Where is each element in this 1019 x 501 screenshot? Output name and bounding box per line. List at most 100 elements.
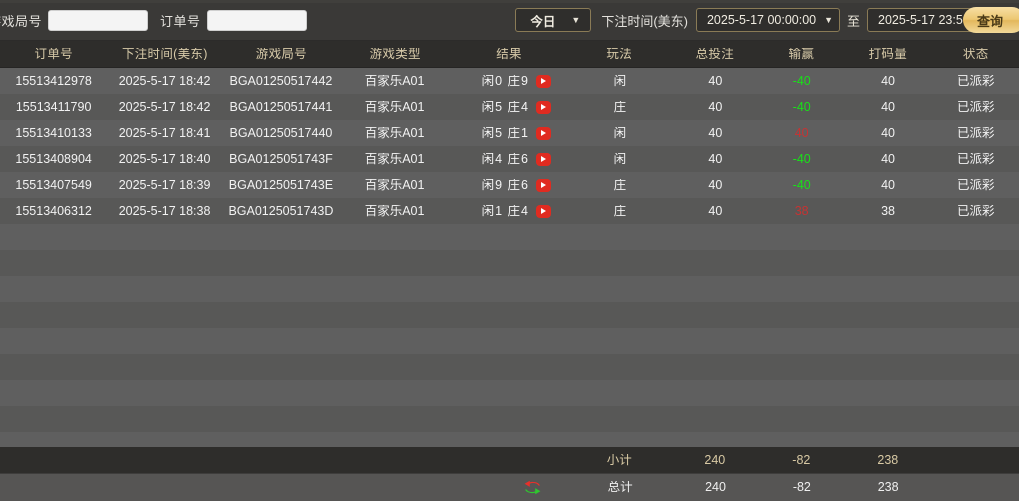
table-row-empty <box>0 302 1019 328</box>
date-from-value: 2025-5-17 00:00:00 <box>706 13 817 27</box>
date-range-preset-value: 今日 <box>530 14 556 29</box>
table-row-empty <box>0 328 1019 354</box>
column-header-order-no[interactable]: 订单号 <box>34 47 73 61</box>
total-chip-volume: 238 <box>877 481 899 494</box>
date-to-value: 2025-5-17 23:59:59 <box>878 13 988 27</box>
play-icon[interactable] <box>535 100 551 114</box>
cell-total-bet: 40 <box>708 178 723 192</box>
play-icon[interactable] <box>535 152 551 166</box>
cell-win-loss: -40 <box>792 74 811 88</box>
game-round-label: 游戏局号 <box>0 13 43 29</box>
cell-status: 已派彩 <box>957 74 995 88</box>
chevron-down-icon: ▼ <box>571 14 581 25</box>
cell-play-type: 闲 <box>613 152 627 166</box>
cell-game-round: BGA0125051743D <box>228 204 334 218</box>
cell-result: 闲5 庄1 <box>449 126 569 140</box>
play-icon[interactable] <box>535 204 551 218</box>
table-row-empty <box>0 354 1019 380</box>
cell-status: 已派彩 <box>957 126 995 140</box>
game-round-input[interactable] <box>48 9 149 31</box>
column-header-status[interactable]: 状态 <box>962 47 989 61</box>
cell-play-type: 闲 <box>613 126 627 140</box>
cell-play-type: 庄 <box>613 204 627 218</box>
result-text: 闲4 庄6 <box>481 152 529 166</box>
column-header-play-type[interactable]: 玩法 <box>606 47 633 61</box>
cell-status: 已派彩 <box>957 178 995 192</box>
cell-bet-time: 2025-5-17 18:39 <box>118 178 211 192</box>
cell-game-type: 百家乐A01 <box>364 100 425 114</box>
column-header-result[interactable]: 结果 <box>496 47 522 61</box>
cell-game-round: BGA0125051743F <box>229 152 333 166</box>
date-from-select[interactable]: 2025-5-17 00:00:00 ▼ <box>695 8 840 32</box>
subtotal-row: 小计 240 -82 238 <box>0 447 1019 473</box>
table-row[interactable]: 15513408904 2025-5-17 18:40 BGA0125051743F… <box>0 146 1019 172</box>
column-header-game-round[interactable]: 游戏局号 <box>255 47 307 61</box>
table-row[interactable]: 15513412978 2025-5-17 18:42 BGA01250517442… <box>0 68 1019 94</box>
column-header-win-loss[interactable]: 输赢 <box>788 47 815 61</box>
date-range-preset-select[interactable]: 今日 ▼ <box>515 8 592 32</box>
cell-game-round: BGA0125051743E <box>228 178 334 192</box>
cell-order-no: 15513406312 <box>15 204 92 218</box>
table-row-empty <box>0 380 1019 406</box>
cell-order-no: 15513412978 <box>15 74 92 88</box>
result-text: 闲9 庄6 <box>481 178 529 192</box>
cell-bet-time: 2025-5-17 18:38 <box>118 204 211 218</box>
table-header-row: 订单号 下注时间(美东) 游戏局号 游戏类型 结果 玩法 总投注 输赢 打码量 状态 <box>0 41 1019 68</box>
cell-win-loss: 40 <box>794 126 809 140</box>
play-icon[interactable] <box>535 126 551 140</box>
cell-result: 闲5 庄4 <box>449 100 569 114</box>
table-row[interactable]: 15513411790 2025-5-17 18:42 BGA01250517441… <box>0 94 1019 120</box>
cell-total-bet: 40 <box>708 152 723 166</box>
cell-win-loss: 38 <box>794 204 809 218</box>
cell-result: 闲9 庄6 <box>449 178 569 192</box>
records-table: 订单号 下注时间(美东) 游戏局号 游戏类型 结果 玩法 总投注 输赢 打码量 状态 155134… <box>0 41 1019 501</box>
cell-game-type: 百家乐A01 <box>364 178 425 192</box>
cell-bet-time: 2025-5-17 18:42 <box>118 100 211 114</box>
chevron-down-icon: ▼ <box>824 14 833 25</box>
cell-chip-volume: 40 <box>881 152 896 166</box>
play-icon[interactable] <box>535 178 551 192</box>
play-icon[interactable] <box>535 74 551 88</box>
table-row[interactable]: 15513406312 2025-5-17 18:38 BGA0125051743D… <box>0 198 1019 224</box>
cell-play-type: 庄 <box>613 100 627 114</box>
column-header-total-bet[interactable]: 总投注 <box>695 47 735 61</box>
cell-total-bet: 40 <box>708 100 723 114</box>
cell-bet-time: 2025-5-17 18:40 <box>118 152 211 166</box>
cell-win-loss: -40 <box>792 152 811 166</box>
cell-total-bet: 40 <box>708 126 723 140</box>
cell-play-type: 闲 <box>613 74 627 88</box>
cell-game-type: 百家乐A01 <box>364 74 425 88</box>
subtotal-chip-volume: 238 <box>877 453 899 467</box>
table-body: 15513412978 2025-5-17 18:42 BGA01250517442… <box>0 68 1019 447</box>
table-row[interactable]: 15513407549 2025-5-17 18:39 BGA0125051743E… <box>0 172 1019 198</box>
result-text: 闲5 庄4 <box>481 100 529 114</box>
bet-time-label: 下注时间(美东) <box>601 13 688 29</box>
query-button[interactable]: 查询 <box>963 7 1019 33</box>
refresh-icon[interactable] <box>522 479 543 496</box>
refresh-cell <box>449 479 569 496</box>
cell-play-type: 庄 <box>613 178 627 192</box>
cell-order-no: 15513408904 <box>15 152 92 166</box>
cell-total-bet: 40 <box>708 74 723 88</box>
cell-status: 已派彩 <box>957 204 995 218</box>
cell-chip-volume: 40 <box>881 74 896 88</box>
cell-order-no: 15513407549 <box>15 178 92 192</box>
column-header-chip-volume[interactable]: 打码量 <box>868 47 908 61</box>
order-no-input[interactable] <box>206 9 307 31</box>
column-header-bet-time[interactable]: 下注时间(美东) <box>121 47 208 61</box>
table-row[interactable]: 15513410133 2025-5-17 18:41 BGA01250517440… <box>0 120 1019 146</box>
cell-game-type: 百家乐A01 <box>364 152 425 166</box>
cell-result: 闲1 庄4 <box>449 204 569 218</box>
total-total-bet: 240 <box>705 481 726 494</box>
cell-chip-volume: 40 <box>881 100 896 114</box>
date-between-label: 至 <box>846 13 860 29</box>
order-no-label: 订单号 <box>160 13 201 29</box>
subtotal-label: 小计 <box>606 453 632 467</box>
subtotal-win-loss: -82 <box>792 453 811 467</box>
column-header-game-type[interactable]: 游戏类型 <box>369 47 421 61</box>
cell-order-no: 15513411790 <box>15 100 92 114</box>
total-row: 总计 240 -82 238 <box>0 473 1019 501</box>
cell-win-loss: -40 <box>792 100 811 114</box>
table-row-empty <box>0 250 1019 276</box>
